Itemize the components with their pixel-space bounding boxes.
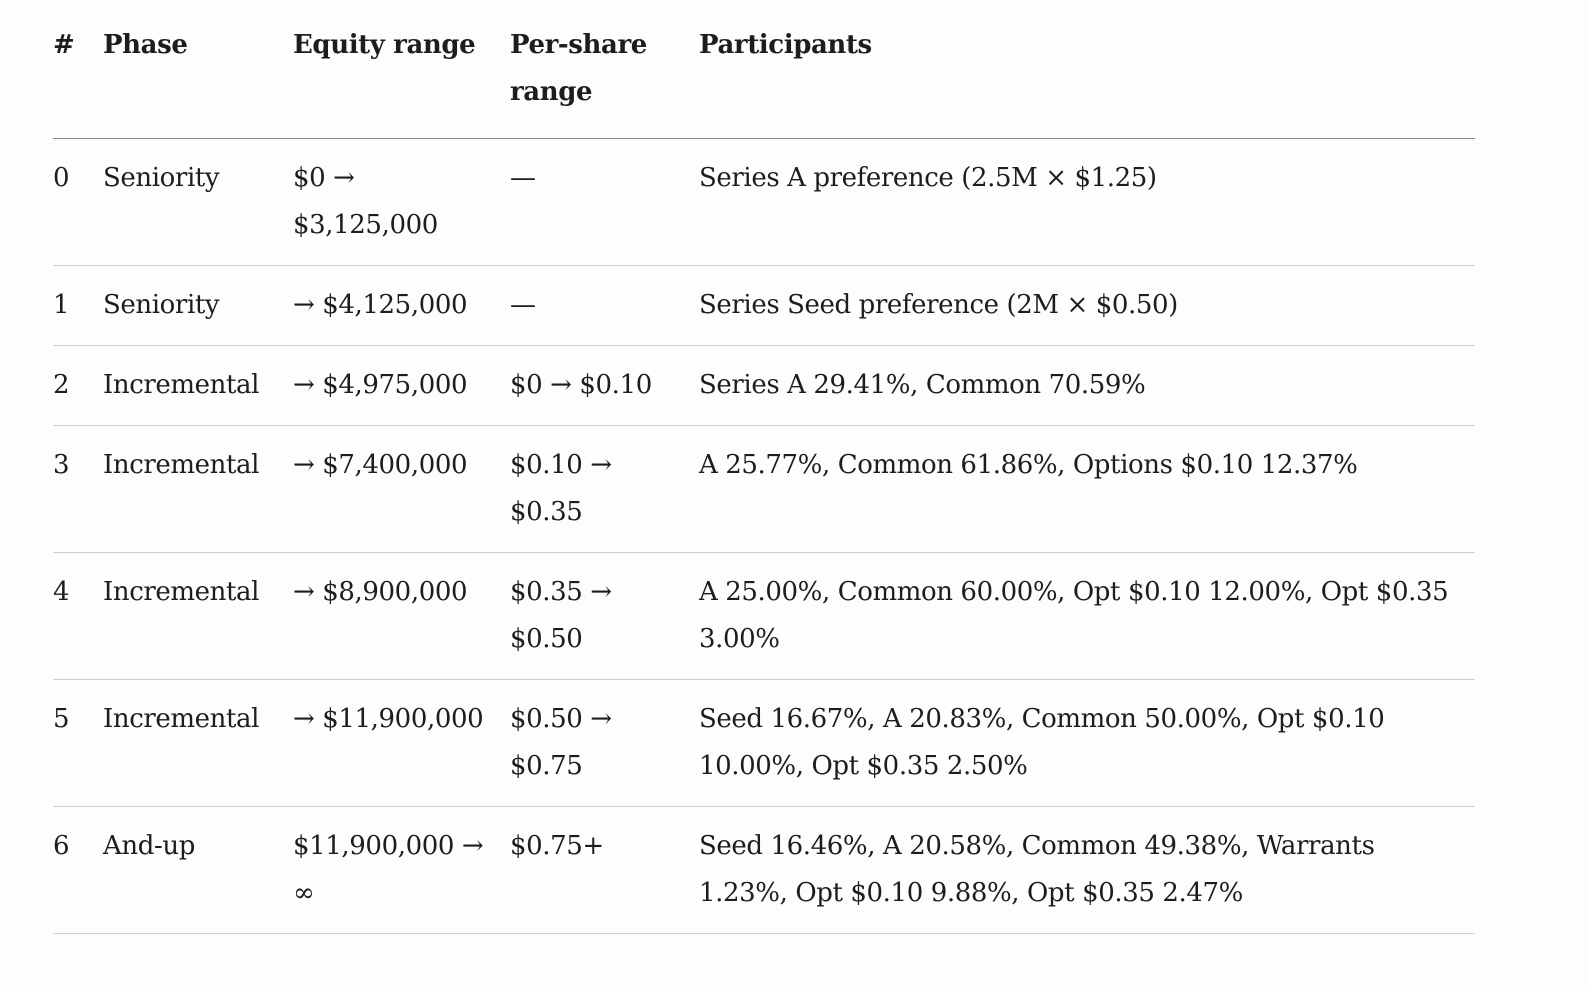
table-header: # Phase Equity range Per-share range Par… — [53, 22, 1475, 139]
table-row: 0 Seniority $0 → $3,125,000 — Series A p… — [53, 138, 1475, 266]
table-row: 6 And-up $11,900,000 → ∞ $0.75+ Seed 16.… — [53, 806, 1475, 934]
cell-num: 3 — [53, 425, 103, 553]
cell-phase: Seniority — [103, 265, 293, 346]
header-phase: Phase — [103, 22, 293, 139]
cell-equity-range: → $7,400,000 — [293, 425, 510, 553]
table-row: 1 Seniority → $4,125,000 — Series Seed p… — [53, 265, 1475, 346]
cell-per-share-range: — — [510, 265, 699, 346]
cell-participants: Seed 16.67%, A 20.83%, Common 50.00%, Op… — [699, 679, 1475, 807]
cell-equity-range: $11,900,000 → ∞ — [293, 806, 510, 934]
cell-num: 0 — [53, 138, 103, 266]
cell-equity-range: → $8,900,000 — [293, 552, 510, 680]
table-row: 5 Incremental → $11,900,000 $0.50 → $0.7… — [53, 679, 1475, 807]
cell-num: 1 — [53, 265, 103, 346]
cell-phase: Incremental — [103, 679, 293, 807]
cell-per-share-range: $0.10 → $0.35 — [510, 425, 699, 553]
cell-num: 2 — [53, 345, 103, 426]
header-row: # Phase Equity range Per-share range Par… — [53, 22, 1475, 139]
cell-per-share-range: — — [510, 138, 699, 266]
cell-num: 6 — [53, 806, 103, 934]
table-row: 3 Incremental → $7,400,000 $0.10 → $0.35… — [53, 425, 1475, 553]
cell-per-share-range: $0.35 → $0.50 — [510, 552, 699, 680]
cell-per-share-range: $0.50 → $0.75 — [510, 679, 699, 807]
header-num: # — [53, 22, 103, 139]
waterfall-phase-table: # Phase Equity range Per-share range Par… — [53, 22, 1475, 934]
header-participants: Participants — [699, 22, 1475, 139]
header-equity-range: Equity range — [293, 22, 510, 139]
cell-equity-range: → $4,975,000 — [293, 345, 510, 426]
cell-participants: Series A preference (2.5M × $1.25) — [699, 138, 1475, 266]
cell-equity-range: → $4,125,000 — [293, 265, 510, 346]
cell-participants: Seed 16.46%, A 20.58%, Common 49.38%, Wa… — [699, 806, 1475, 934]
cell-participants: Series Seed preference (2M × $0.50) — [699, 265, 1475, 346]
table-body: 0 Seniority $0 → $3,125,000 — Series A p… — [53, 138, 1475, 934]
cell-num: 4 — [53, 552, 103, 680]
table-row: 2 Incremental → $4,975,000 $0 → $0.10 Se… — [53, 345, 1475, 426]
table-row: 4 Incremental → $8,900,000 $0.35 → $0.50… — [53, 552, 1475, 680]
cell-phase: And-up — [103, 806, 293, 934]
cell-per-share-range: $0 → $0.10 — [510, 345, 699, 426]
cell-phase: Incremental — [103, 345, 293, 426]
cell-equity-range: → $11,900,000 — [293, 679, 510, 807]
cell-participants: A 25.00%, Common 60.00%, Opt $0.10 12.00… — [699, 552, 1475, 680]
cell-num: 5 — [53, 679, 103, 807]
waterfall-table-container: # Phase Equity range Per-share range Par… — [53, 22, 1475, 934]
cell-phase: Incremental — [103, 552, 293, 680]
cell-participants: A 25.77%, Common 61.86%, Options $0.10 1… — [699, 425, 1475, 553]
cell-equity-range: $0 → $3,125,000 — [293, 138, 510, 266]
header-per-share-range: Per-share range — [510, 22, 699, 139]
cell-per-share-range: $0.75+ — [510, 806, 699, 934]
cell-phase: Incremental — [103, 425, 293, 553]
cell-participants: Series A 29.41%, Common 70.59% — [699, 345, 1475, 426]
cell-phase: Seniority — [103, 138, 293, 266]
